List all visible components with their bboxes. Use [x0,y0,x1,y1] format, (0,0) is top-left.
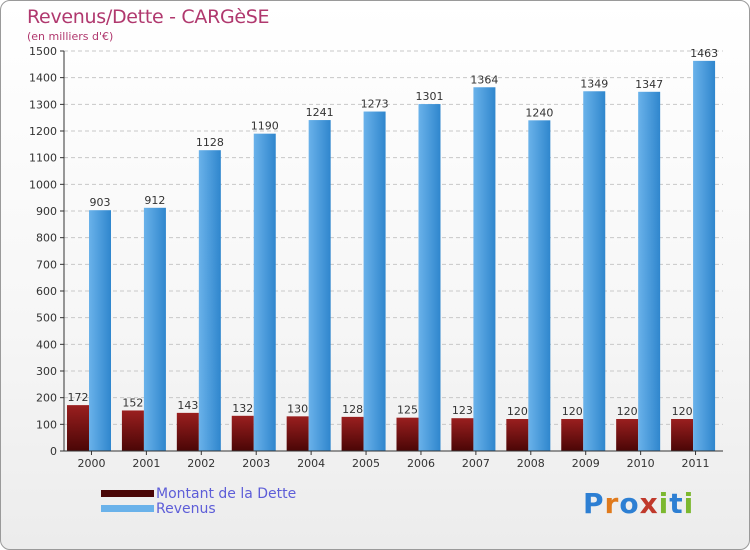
revenue-bar [89,210,111,451]
revenue-value-label: 1347 [635,78,663,91]
data-labels: 172 903 152 912 143 1128 132 1190 130 1241 128 1273… [68,47,719,418]
x-tick-label: 2008 [517,457,545,470]
y-tick-label: 400 [36,338,57,351]
debt-bar [451,418,474,451]
revenue-bar [418,104,441,452]
debt-bar [616,419,639,451]
x-tick-label: 2005 [352,457,380,470]
y-tick-label: 1500 [29,45,57,58]
debt-bar [67,405,89,451]
y-tick-label: 0 [50,445,57,458]
y-tick-label: 1400 [29,72,57,85]
x-tick-label: 2007 [462,457,490,470]
x-tick-label: 2000 [77,457,105,470]
y-tick-label: 200 [36,392,57,405]
revenue-bar [308,120,331,452]
y-tick-label: 100 [36,418,57,431]
y-tick-label: 900 [36,205,57,218]
proxiti-logo: Proxiti [583,487,694,520]
debt-value-label: 120 [507,405,528,418]
debt-bar [671,419,694,451]
y-tick-label: 1200 [29,125,57,138]
axes: 0 100 200 300 400 500 600 700 800 900 1000 1100 1200… [29,45,723,470]
x-tick-label: 2003 [242,457,270,470]
y-tick-label: 700 [36,258,57,271]
revenue-bar [583,91,606,452]
chart-title: Revenus/Dette - CARGèSE [27,6,270,28]
y-tick-label: 500 [36,312,57,325]
y-tick-label: 600 [36,285,57,298]
debt-bar [561,419,584,451]
chart-subtitle: (en milliers d'€) [27,30,114,43]
debt-value-label: 120 [617,405,638,418]
revenue-bar [638,91,661,452]
y-tick-label: 1300 [29,98,57,111]
revenue-value-label: 912 [144,194,165,207]
revenue-value-label: 1364 [470,73,498,86]
debt-bar [231,415,254,451]
x-tick-label: 2006 [407,457,435,470]
revenue-value-label: 1273 [361,98,389,111]
revenue-bar [528,120,551,451]
legend-swatch-debt [101,490,154,497]
logo-letter: t [669,487,684,520]
x-tick-label: 2011 [682,457,710,470]
debt-value-label: 132 [232,402,253,415]
debt-value-label: 120 [562,405,583,418]
debt-bar [286,416,309,451]
revenue-value-label: 1128 [196,136,224,149]
debt-bar [506,419,529,451]
x-tick-label: 2002 [187,457,215,470]
logo-letter: i [683,487,695,520]
logo-letter: i [658,487,670,520]
x-tick-label: 2001 [132,457,160,470]
revenue-bar [253,133,276,451]
x-tick-label: 2004 [297,457,325,470]
debt-bar [121,410,144,451]
debt-value-label: 130 [287,402,308,415]
debt-bar [176,412,199,451]
revenue-bar [143,207,166,451]
revenue-bar [198,150,221,451]
y-tick-label: 800 [36,232,57,245]
y-tick-label: 1000 [29,178,57,191]
revenue-value-label: 1301 [416,90,444,103]
logo-letter: P [583,487,605,520]
debt-bar [396,417,419,451]
debt-value-label: 128 [342,403,363,416]
revenue-bar [473,87,496,452]
legend-label-revenue: Revenus [156,501,216,517]
debt-value-label: 143 [177,399,198,412]
legend-label-debt: Montant de la Dette [156,486,297,502]
gridlines [64,50,723,425]
revenue-value-label: 903 [90,196,111,209]
revenue-value-label: 1190 [251,120,279,133]
debt-value-label: 125 [397,404,418,417]
debt-value-label: 152 [122,396,143,409]
debt-value-label: 172 [68,391,89,404]
y-tick-label: 1100 [29,152,57,165]
revenue-bar [363,111,386,452]
x-tick-label: 2009 [572,457,600,470]
bars-group [67,60,716,452]
debt-value-label: 123 [452,404,473,417]
logo-letter: r [604,487,620,520]
debt-bar [341,416,364,451]
revenue-value-label: 1349 [580,77,608,90]
revenue-bar [693,60,716,451]
debt-value-label: 120 [672,405,693,418]
revenue-value-label: 1463 [690,47,718,60]
x-tick-label: 2010 [627,457,655,470]
revenue-value-label: 1240 [525,106,553,119]
legend-swatch-revenue [101,505,154,512]
revenue-value-label: 1241 [306,106,334,119]
y-tick-label: 300 [36,365,57,378]
logo-letter: x [639,487,659,520]
logo-letter: o [619,487,640,520]
